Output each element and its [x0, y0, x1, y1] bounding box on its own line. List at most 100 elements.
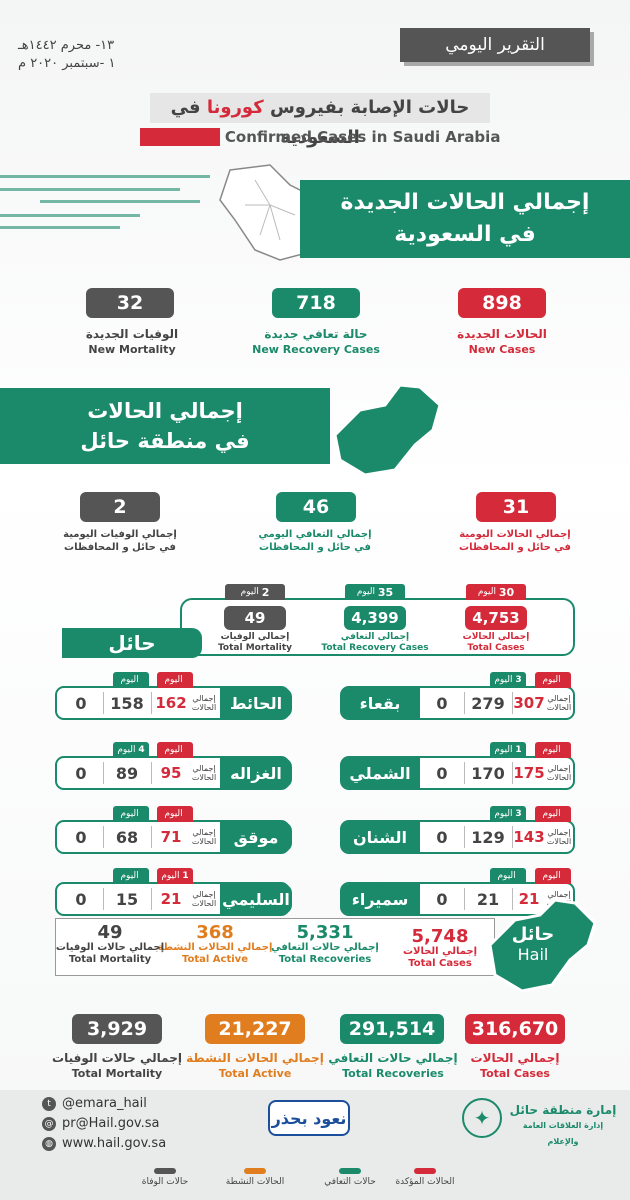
city-name: بقعاء: [340, 688, 420, 718]
city-total-label: إجمالي الحالات: [191, 764, 217, 782]
hail-map-icon: [333, 383, 442, 477]
city-name: الحائط: [220, 688, 292, 718]
city-total-label: إجمالي الحالات: [191, 694, 217, 712]
city-deaths: 0: [436, 763, 448, 783]
hail-today-mortality-badge: اليوم 2: [225, 584, 285, 600]
report-title: التقرير اليومي: [400, 28, 590, 62]
saudi-new-mortality-value: 32: [86, 288, 174, 318]
twitter-icon: t: [42, 1096, 56, 1111]
city-card: اليوم اليوم 0 68 71 إجمالي الحالات موقق: [55, 804, 292, 858]
city-total-cases: 175: [513, 764, 545, 782]
hail-total-mortality-sum-label: إجمالي حالات الوفيات Total Mortality: [55, 942, 165, 965]
hail-daily-recovery-value: 46: [276, 492, 356, 522]
city-today-cases-badge: اليوم: [157, 742, 193, 758]
city-recoveries: 68: [115, 827, 139, 847]
city-name: السليمي: [220, 884, 292, 914]
ksa-total-cases-value: 316,670: [465, 1014, 565, 1044]
hail-total-mortality-value: 49: [224, 606, 286, 630]
city-separator: [151, 692, 152, 714]
twitter-link[interactable]: t @emara_hail: [42, 1096, 147, 1111]
city-separator: [512, 888, 513, 910]
ksa-total-active-value: 21,227: [205, 1014, 305, 1044]
hail-total-cases-sum-label: إجمالي الحالات Total Cases: [402, 946, 478, 969]
city-separator: [151, 762, 152, 784]
ksa-total-recoveries-label: إجمالي حالات التعافي Total Recoveries: [328, 1051, 458, 1080]
ksa-total-mortality-label: إجمالي حالات الوفيات Total Mortality: [52, 1051, 182, 1080]
hail-today-cases-badge: اليوم 30: [466, 584, 526, 600]
city-deaths: 0: [436, 693, 448, 713]
city-total-cases: 143: [513, 828, 545, 846]
city-card: اليوم اليوم 1 الشملي 0 170 175 إجمالي الحالات: [340, 740, 575, 794]
city-total-cases: 162: [155, 694, 187, 712]
city-card: اليوم اليوم 3 بقعاء 0 279 307 إجمالي الحالات: [340, 670, 575, 724]
hail-total-recoveries-sum-label: إجمالي حالات التعافي Total Recoveries: [271, 942, 379, 965]
saudi-new-mortality-label: الوفيات الجديدة New Mortality: [85, 327, 179, 356]
hail-total-cases-sum: 5,748: [411, 926, 469, 947]
city-deaths: 0: [75, 693, 87, 713]
city-card: اليوم اليوم 4 0 89 95 إجمالي الحالات الغزاله: [55, 740, 292, 794]
emblem-icon: ✦: [462, 1098, 502, 1138]
legend-item: الحالات النشطة: [225, 1168, 285, 1187]
city-today-recovery-badge: اليوم: [113, 672, 149, 688]
city-recoveries: 129: [471, 827, 505, 847]
city-separator: [512, 692, 513, 714]
web-link[interactable]: ◍ www.hail.gov.sa: [42, 1136, 166, 1151]
ksa-total-recoveries-value: 291,514: [340, 1014, 444, 1044]
city-separator: [151, 888, 152, 910]
hail-daily-cases-label: إجمالي الحالات اليومية في حائل و المحافظا…: [459, 529, 571, 553]
city-deaths: 0: [75, 827, 87, 847]
saudi-new-recovery-label: حالة تعافي جديدة New Recovery Cases: [252, 327, 380, 356]
city-today-cases-badge: اليوم 1: [157, 868, 193, 884]
hail-total-recovery-label: إجمالي التعافي Total Recovery Cases: [321, 632, 429, 653]
hail-total-recoveries-sum: 5,331: [296, 922, 354, 943]
hail-total-mortality-sum: 49: [97, 922, 123, 943]
legend-swatch: [414, 1168, 436, 1174]
legend-label: الحالات المؤكدة: [395, 1177, 455, 1187]
hail-daily-recovery-label: إجمالي التعافي اليومي في حائل و المحافظات: [258, 529, 372, 553]
ksa-total-cases-label: إجمالي الحالات Total Cases: [470, 1051, 560, 1080]
legend-item: الحالات المؤكدة: [395, 1168, 455, 1187]
legend-swatch: [244, 1168, 266, 1174]
city-card: اليوم 1 اليوم 0 15 21 إجمالي الحالات السليمي: [55, 866, 292, 920]
city-today-cases-badge: اليوم: [157, 806, 193, 822]
ksa-total-mortality-value: 3,929: [72, 1014, 162, 1044]
hail-daily-cases-value: 31: [476, 492, 556, 522]
legend-item: حالات التعافي: [320, 1168, 380, 1187]
saudi-new-cases-label: الحالات الجديدة New Cases: [457, 327, 547, 356]
hail-daily-deaths-value: 2: [80, 492, 160, 522]
city-deaths: 0: [436, 889, 448, 909]
city-deaths: 0: [436, 827, 448, 847]
hail-band-line2: في منطقة حائل: [80, 429, 250, 453]
city-separator: [151, 826, 152, 848]
city-today-recovery-badge: اليوم: [113, 806, 149, 822]
hail-city-name: حائل: [62, 628, 202, 658]
city-total-cases: 21: [518, 890, 540, 908]
city-total-label: إجمالي الحالات: [546, 764, 572, 782]
saudi-new-band: إجمالي الحالات الجديدة في السعودية: [300, 180, 630, 258]
city-name: الشملي: [340, 758, 420, 788]
hail-totals-name: حائل Hail: [511, 924, 555, 965]
city-separator: [512, 762, 513, 784]
email-link[interactable]: @ pr@Hail.gov.sa: [42, 1116, 159, 1131]
city-name: موقق: [220, 822, 292, 852]
legend-swatch: [154, 1168, 176, 1174]
city-separator: [464, 692, 465, 714]
city-recoveries: 170: [471, 763, 505, 783]
hail-total-cases-label: إجمالي الحالات Total Cases: [462, 632, 530, 653]
legend-swatch: [339, 1168, 361, 1174]
city-today-recovery-badge: اليوم 3: [490, 806, 526, 822]
city-separator: [103, 692, 104, 714]
city-deaths: 0: [75, 763, 87, 783]
city-separator: [512, 826, 513, 848]
city-recoveries: 21: [476, 889, 500, 909]
globe-icon: ◍: [42, 1136, 56, 1151]
legend-item: حالات الوفاة: [135, 1168, 195, 1187]
saudi-band-line1: إجمالي الحالات الجديدة: [340, 190, 590, 215]
email-icon: @: [42, 1116, 56, 1131]
hail-today-recovery-badge: اليوم 35: [345, 584, 405, 600]
city-today-recovery-badge: اليوم: [490, 868, 526, 884]
city-today-recovery-badge: اليوم 4: [113, 742, 149, 758]
city-total-label: إجمالي الحالات: [191, 828, 217, 846]
legend-label: حالات التعافي: [324, 1177, 376, 1187]
